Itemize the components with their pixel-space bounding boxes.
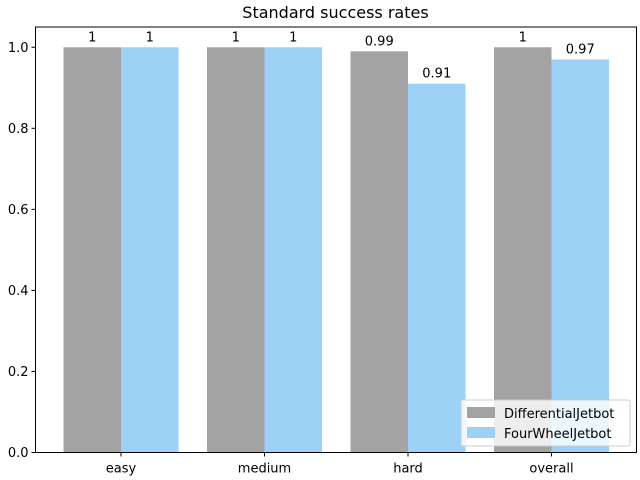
bar-DifferentialJetbot-easy [63, 47, 121, 453]
data-label: 1 [289, 30, 297, 45]
bar-DifferentialJetbot-overall [494, 47, 552, 453]
x-tick-label: medium [238, 462, 291, 477]
data-labels-layer: 1 1 1 1 0.99 0.91 1 0.97 [88, 30, 595, 81]
y-tick-label: 0.8 [8, 122, 29, 137]
legend-label: FourWheelJetbot [504, 427, 612, 442]
legend-label: DifferentialJetbot [504, 407, 614, 422]
y-tick-label: 0.4 [8, 284, 29, 299]
bars-layer [63, 47, 609, 453]
y-tick-label: 0.0 [8, 446, 29, 461]
bar-FourWheelJetbot-medium [264, 47, 322, 453]
x-tick-label: easy [106, 462, 137, 477]
bar-DifferentialJetbot-medium [207, 47, 265, 453]
legend-box [460, 399, 631, 447]
bar-FourWheelJetbot-hard [408, 83, 466, 453]
bar-FourWheelJetbot-easy [121, 47, 179, 453]
axes-layer: 0.0 0.2 0.4 0.6 0.8 1.0 easy medium hard overall [8, 26, 637, 477]
chart-title: Standard success rates [242, 3, 428, 22]
data-label: 0.97 [566, 42, 595, 57]
legend: DifferentialJetbot FourWheelJetbot [460, 399, 631, 447]
data-label: 1 [88, 30, 96, 45]
data-label: 0.91 [422, 67, 451, 82]
x-tick-label: hard [393, 462, 423, 477]
data-label: 1 [146, 30, 154, 45]
y-tick-label: 0.6 [8, 203, 29, 218]
y-tick-label: 1.0 [8, 41, 29, 56]
bar-DifferentialJetbot-hard [350, 51, 408, 453]
y-tick-label: 0.2 [8, 365, 29, 380]
data-label: 1 [232, 30, 240, 45]
plot-frame [35, 26, 637, 453]
x-tick-label: overall [529, 462, 573, 477]
bar-FourWheelJetbot-overall [551, 59, 609, 453]
data-label: 0.99 [365, 34, 394, 49]
legend-swatch [467, 407, 495, 418]
legend-swatch [467, 427, 495, 438]
data-label: 1 [519, 30, 527, 45]
